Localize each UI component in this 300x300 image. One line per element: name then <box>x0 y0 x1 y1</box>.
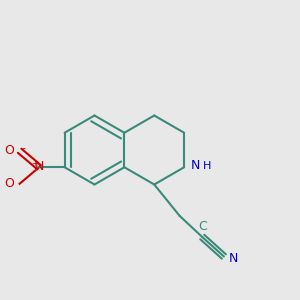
Text: O: O <box>4 144 14 157</box>
Text: N: N <box>34 160 44 173</box>
Text: N: N <box>229 251 238 265</box>
Text: H: H <box>203 161 212 171</box>
Text: -: - <box>21 143 25 153</box>
Text: +: + <box>31 158 38 167</box>
Text: O: O <box>4 177 14 190</box>
Text: N: N <box>191 159 200 172</box>
Text: C: C <box>198 220 207 233</box>
